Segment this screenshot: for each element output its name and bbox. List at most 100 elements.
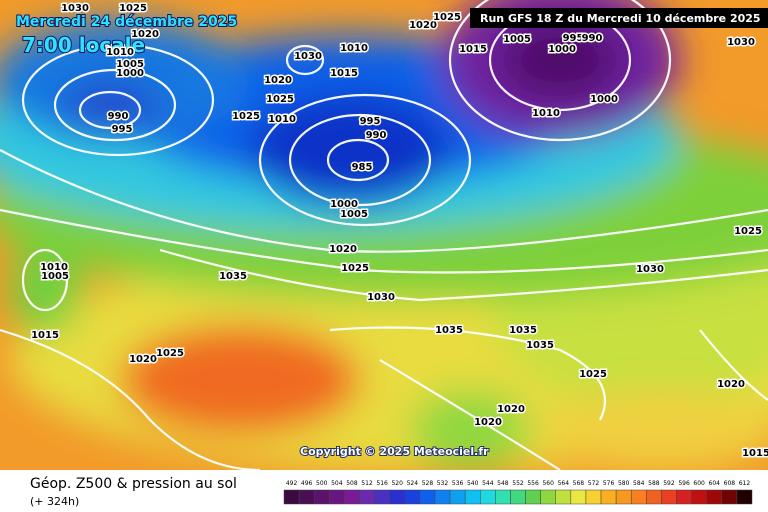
isobar-label: 1010 bbox=[532, 108, 560, 119]
isobar-label: 1015 bbox=[459, 44, 487, 55]
legend-label: 500 bbox=[316, 480, 328, 487]
isobar-label: 1025 bbox=[734, 226, 762, 237]
isobar-label: 1020 bbox=[409, 20, 437, 31]
isobar-label: 990 bbox=[108, 111, 129, 122]
isobar-label: 1005 bbox=[340, 209, 368, 220]
isobar-label: 1015 bbox=[742, 448, 768, 459]
isobar-label: 1025 bbox=[266, 94, 294, 105]
footer-lead: (+ 324h) bbox=[30, 495, 79, 508]
isobar-label: 1020 bbox=[131, 29, 159, 40]
legend-swatch bbox=[570, 489, 587, 505]
isobar-label: 1020 bbox=[497, 404, 525, 415]
isobar-label: 1025 bbox=[433, 12, 461, 23]
isobar-label: 1010 bbox=[268, 114, 296, 125]
legend-swatch bbox=[706, 489, 723, 505]
isobar-label: 990 bbox=[366, 130, 387, 141]
legend-label: 584 bbox=[633, 480, 645, 487]
isobar-label: 1035 bbox=[219, 271, 247, 282]
legend-swatch bbox=[630, 489, 647, 505]
isobar-label: 1030 bbox=[367, 292, 395, 303]
legend-swatch bbox=[646, 489, 662, 505]
legend-label: 604 bbox=[709, 480, 721, 487]
isobar-label: 1030 bbox=[294, 51, 322, 62]
isobar-label: 1005 bbox=[503, 34, 531, 45]
legend-swatch bbox=[298, 489, 315, 505]
legend-swatch bbox=[283, 489, 300, 505]
legend-swatch bbox=[540, 489, 556, 505]
isobar-label: 1000 bbox=[330, 199, 358, 210]
legend-label: 552 bbox=[512, 480, 524, 487]
legend-swatch bbox=[313, 489, 330, 505]
isobar-label: 1005 bbox=[116, 59, 144, 70]
isobar-label: 995 bbox=[360, 116, 381, 127]
isobar-label: 1030 bbox=[636, 264, 664, 275]
legend-swatch bbox=[464, 489, 481, 505]
legend-label: 548 bbox=[497, 480, 509, 487]
legend-swatch bbox=[676, 489, 692, 505]
legend-label: 520 bbox=[391, 480, 403, 487]
legend-swatch bbox=[480, 489, 496, 505]
isobar-label: 1020 bbox=[264, 75, 292, 86]
isobar-label: 1000 bbox=[590, 94, 618, 105]
legend-swatch bbox=[510, 489, 526, 505]
legend-swatch bbox=[555, 489, 572, 505]
isobar-label: 1005 bbox=[41, 271, 69, 282]
run-text: Run GFS 18 Z du Mercredi 10 décembre 202… bbox=[480, 12, 761, 25]
isobar-label: 1025 bbox=[341, 263, 369, 274]
legend-label: 528 bbox=[422, 480, 434, 487]
isobar-label: 1030 bbox=[61, 3, 89, 14]
legend-swatch bbox=[359, 489, 375, 505]
legend-label: 556 bbox=[527, 480, 539, 487]
legend-swatch bbox=[615, 489, 632, 505]
legend-label: 492 bbox=[286, 480, 298, 487]
isobars bbox=[0, 0, 768, 421]
isobar-label: 995 bbox=[112, 124, 133, 135]
legend-swatch bbox=[585, 489, 602, 505]
legend-label: 564 bbox=[558, 480, 570, 487]
legend-swatch bbox=[404, 489, 421, 505]
isobar-label: 1035 bbox=[509, 325, 537, 336]
legend-label: 612 bbox=[739, 480, 751, 487]
legend-label: 504 bbox=[331, 480, 343, 487]
legend-label: 516 bbox=[376, 480, 388, 487]
legend-label: 608 bbox=[724, 480, 736, 487]
isobar-label: 1020 bbox=[474, 417, 502, 428]
legend-label: 508 bbox=[346, 480, 358, 487]
date-text: Mercredi 24 décembre 2025 bbox=[16, 14, 237, 30]
isobar-label: 990 bbox=[582, 33, 603, 44]
isobar-label: 1000 bbox=[548, 44, 576, 55]
legend-label: 496 bbox=[301, 480, 313, 487]
legend-label: 560 bbox=[542, 480, 554, 487]
copyright: Copyright © 2025 Meteociel.fr bbox=[300, 445, 489, 458]
legend-swatch bbox=[661, 489, 677, 505]
legend-label: 588 bbox=[648, 480, 660, 487]
legend-label: 600 bbox=[693, 480, 705, 487]
time-text: 7:00 locale bbox=[22, 33, 145, 57]
isobar-label: 1025 bbox=[156, 348, 184, 359]
isobar-label: 1025 bbox=[579, 369, 607, 380]
isobar-label: 1010 bbox=[340, 43, 368, 54]
legend-label: 524 bbox=[407, 480, 419, 487]
legend-label: 576 bbox=[603, 480, 615, 487]
legend-label: 544 bbox=[482, 480, 494, 487]
isobar-label: 1015 bbox=[330, 68, 358, 79]
legend-label: 532 bbox=[437, 480, 449, 487]
legend-swatch bbox=[419, 489, 436, 505]
footer-title: Géop. Z500 & pression au sol bbox=[30, 476, 237, 492]
legend: 492 496 500 504 508 512 516 520 524 528 532 536 540 5… bbox=[283, 480, 753, 505]
isobar-label: 1030 bbox=[727, 37, 755, 48]
legend-swatch bbox=[721, 489, 738, 505]
isobar-label: 1025 bbox=[119, 3, 147, 14]
legend-swatch bbox=[434, 489, 451, 505]
isobar-label: 1000 bbox=[116, 68, 144, 79]
run-box bbox=[470, 8, 768, 28]
isobar-label: 1020 bbox=[717, 379, 745, 390]
legend-swatch bbox=[691, 489, 707, 505]
legend-label: 572 bbox=[588, 480, 600, 487]
legend-swatch bbox=[374, 489, 390, 505]
legend-swatch bbox=[329, 489, 345, 505]
isobar-label: 1020 bbox=[329, 244, 357, 255]
isobar-label: 1010 bbox=[40, 262, 68, 273]
